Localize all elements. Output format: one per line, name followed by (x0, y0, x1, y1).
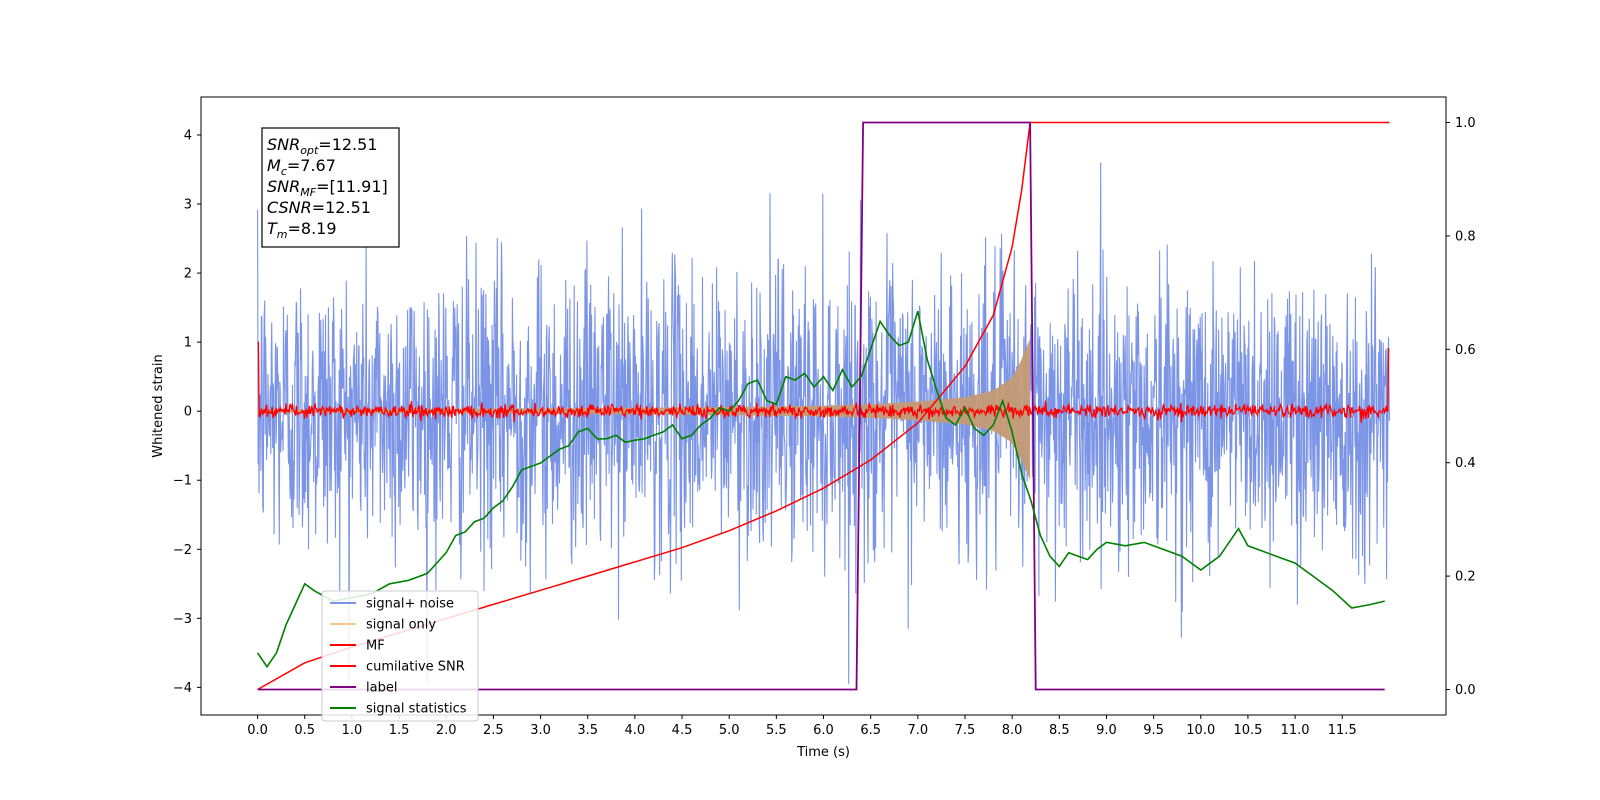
x-tick-label: 7.5 (955, 723, 976, 738)
x-tick-label: 8.5 (1049, 723, 1070, 738)
y-tick-label: −4 (173, 681, 192, 696)
y2-tick-label: 1.0 (1455, 116, 1476, 131)
annotation-box: SNRopt=12.51Mc=7.67SNRMF=[11.91]CSNR=12.… (261, 127, 400, 248)
series-signal-noise (257, 162, 1390, 684)
y-tick-label: 2 (184, 267, 192, 282)
y2-tick-label: 0.0 (1455, 683, 1476, 698)
annotation-frame (261, 127, 400, 248)
series-label (257, 121, 1385, 691)
y2-tick-label: 0.2 (1455, 570, 1476, 585)
axes: 0.0 0.5 1.0 1.5 2.0 2.5 3.0 3.5 4.0 4.5 5.0 5.5 6.0 6… (173, 116, 1476, 738)
y2-tick-label: 0.8 (1455, 229, 1476, 244)
x-tick-label: 4.0 (625, 723, 646, 738)
y-axis-label: Whitened strain (151, 354, 166, 457)
y2-tick-label: 0.4 (1455, 456, 1476, 471)
y-tick-label: 1 (184, 336, 192, 351)
annotation-line: SNRopt=12.51 (267, 135, 378, 157)
x-tick-label: 4.5 (672, 723, 693, 738)
x-tick-label: 5.0 (719, 723, 740, 738)
x-tick-label: 3.0 (530, 723, 551, 738)
y-tick-label: −2 (173, 543, 192, 558)
x-tick-label: 11.0 (1281, 723, 1310, 738)
series-mf (257, 341, 1390, 423)
y-tick-label: 0 (184, 405, 192, 420)
y-tick-label: 4 (184, 128, 192, 143)
legend-frame (321, 590, 479, 722)
x-tick-label: 0.0 (247, 723, 268, 738)
legend-label: MF (366, 639, 385, 654)
series-signal-statistics (256, 310, 1385, 669)
legend-label: signal only (366, 618, 436, 633)
x-tick-label: 7.0 (907, 723, 928, 738)
x-tick-label: 9.0 (1096, 723, 1117, 738)
x-tick-label: 5.5 (766, 723, 787, 738)
x-tick-label: 8.0 (1002, 723, 1023, 738)
x-tick-label: 2.0 (436, 723, 457, 738)
x-tick-label: 10.0 (1186, 723, 1215, 738)
annotation-line: Tm=8.19 (267, 219, 337, 241)
x-tick-label: 10.5 (1233, 723, 1262, 738)
y2-tick-label: 0.6 (1455, 343, 1476, 358)
x-tick-label: 1.0 (342, 723, 363, 738)
y-tick-label: 3 (184, 198, 192, 213)
x-tick-label: 9.5 (1143, 723, 1164, 738)
annotation-line: Mc=7.67 (267, 156, 336, 178)
x-tick-label: 11.5 (1328, 723, 1357, 738)
y-tick-label: −3 (173, 612, 192, 627)
x-tick-label: 3.5 (577, 723, 598, 738)
legend-label: signal+ noise (366, 597, 454, 612)
y-tick-label: −1 (173, 474, 192, 489)
annotation-line: CSNR=12.51 (267, 198, 371, 217)
annotation-line: SNRMF=[11.91] (267, 177, 388, 199)
legend-label: cumilative SNR (366, 660, 465, 675)
x-axis-label: Time (s) (796, 745, 850, 760)
x-tick-label: 0.5 (294, 723, 315, 738)
legend-label: label (366, 681, 397, 696)
x-tick-label: 6.0 (813, 723, 834, 738)
legend-label: signal statistics (366, 702, 467, 717)
x-tick-label: 1.5 (389, 723, 410, 738)
x-tick-label: 2.5 (483, 723, 504, 738)
x-tick-label: 6.5 (860, 723, 881, 738)
legend: signal+ noise signal only MF cumilative SNR… (321, 590, 479, 722)
